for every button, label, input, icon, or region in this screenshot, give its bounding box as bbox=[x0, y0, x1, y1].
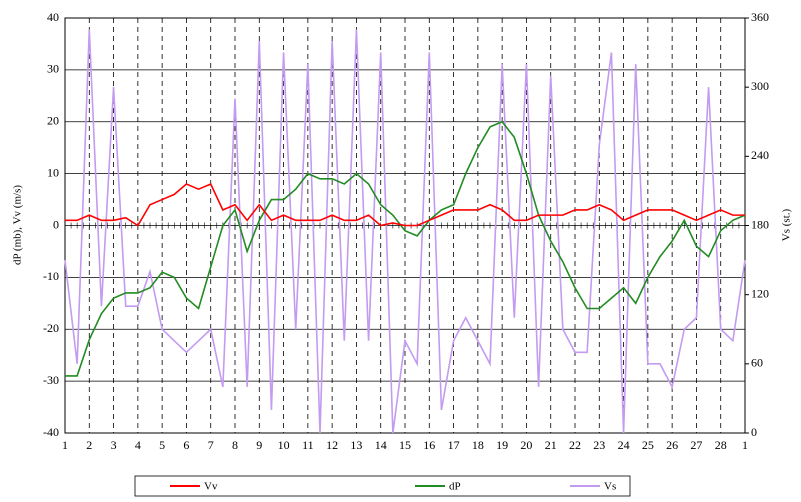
y2-tick-label: 180 bbox=[751, 217, 769, 231]
x-tick-label: 24 bbox=[618, 438, 630, 452]
x-tick-label: 17 bbox=[448, 438, 460, 452]
x-tick-label: 18 bbox=[472, 438, 484, 452]
y2-tick-label: 60 bbox=[751, 356, 763, 370]
x-tick-label: 2 bbox=[86, 438, 92, 452]
x-tick-label: 1 bbox=[62, 438, 68, 452]
y-tick-label: -30 bbox=[43, 373, 59, 387]
x-tick-label: 13 bbox=[350, 438, 362, 452]
x-tick-label: 7 bbox=[208, 438, 214, 452]
y-tick-label: 0 bbox=[53, 217, 59, 231]
y-tick-label: -20 bbox=[43, 321, 59, 335]
y-tick-label: 30 bbox=[47, 62, 59, 76]
y-tick-label: -40 bbox=[43, 425, 59, 439]
y-tick-label: 40 bbox=[47, 10, 59, 24]
x-tick-label: 23 bbox=[593, 438, 605, 452]
x-tick-label: 6 bbox=[183, 438, 189, 452]
legend-label: Vs bbox=[604, 481, 616, 493]
y-axis-label: dP (mb), Vv (m/s) bbox=[12, 185, 24, 265]
y2-tick-label: 120 bbox=[751, 286, 769, 300]
x-tick-label: 25 bbox=[642, 438, 654, 452]
x-tick-label: 11 bbox=[302, 438, 314, 452]
legend-label: dP bbox=[449, 481, 461, 493]
x-tick-label: 16 bbox=[423, 438, 435, 452]
x-tick-label: 15 bbox=[399, 438, 411, 452]
legend-label: Vv bbox=[204, 481, 218, 493]
series-line bbox=[65, 120, 746, 377]
x-tick-label: 28 bbox=[715, 438, 727, 452]
x-tick-label: 27 bbox=[690, 438, 702, 452]
y2-tick-label: 0 bbox=[751, 425, 757, 439]
series-line bbox=[64, 29, 746, 434]
x-tick-label: 26 bbox=[666, 438, 678, 452]
x-tick-label: 21 bbox=[545, 438, 557, 452]
y2-axis-label: Vs (st.) bbox=[781, 208, 793, 241]
x-tick-label: 9 bbox=[256, 438, 262, 452]
x-tick-label: 22 bbox=[569, 438, 581, 452]
x-tick-label: 20 bbox=[520, 438, 532, 452]
x-tick-label: 8 bbox=[232, 438, 238, 452]
series-line bbox=[65, 182, 745, 227]
legend-box bbox=[134, 475, 631, 497]
x-tick-label: 1 bbox=[742, 438, 748, 452]
x-tick-label: 3 bbox=[111, 438, 117, 452]
x-tick-label: 10 bbox=[278, 438, 290, 452]
x-tick-label: 19 bbox=[496, 438, 508, 452]
x-tick-label: 14 bbox=[375, 438, 387, 452]
x-tick-label: 4 bbox=[135, 438, 141, 452]
y2-tick-label: 240 bbox=[751, 148, 769, 162]
y-tick-label: 20 bbox=[47, 114, 59, 128]
y-tick-label: -10 bbox=[43, 269, 59, 283]
y-tick-label: 10 bbox=[47, 165, 59, 179]
plot-frame bbox=[64, 17, 746, 434]
x-tick-label: 12 bbox=[326, 438, 338, 452]
y2-tick-label: 360 bbox=[751, 10, 769, 24]
y2-tick-label: 300 bbox=[751, 79, 769, 93]
x-tick-label: 5 bbox=[159, 438, 165, 452]
